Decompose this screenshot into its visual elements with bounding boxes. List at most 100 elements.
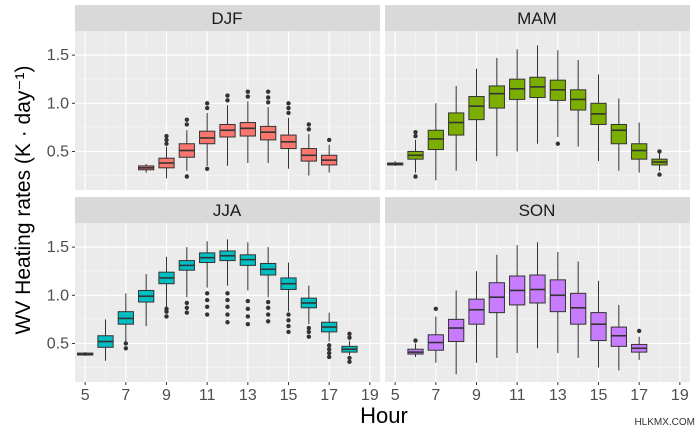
strip-jja <box>75 197 380 223</box>
outlier-point <box>184 174 190 179</box>
strip-label-jja: JJA <box>213 201 242 220</box>
box-iqr <box>239 122 256 137</box>
outlier-point <box>306 122 312 127</box>
box-djf-hour-12 <box>219 93 236 166</box>
outlier-point <box>326 343 332 348</box>
box-jja-hour-10 <box>178 247 195 315</box>
box-djf-hour-15 <box>280 101 297 169</box>
box-son-hour-9 <box>468 271 485 363</box>
box-son-hour-12 <box>529 242 546 349</box>
box-mam-hour-6 <box>407 129 424 179</box>
x-tick-label: 19 <box>361 387 379 404</box>
outlier-point <box>225 320 230 325</box>
outlier-point <box>347 331 352 337</box>
outlier-point <box>184 310 190 315</box>
x-tick-label: 9 <box>162 387 171 404</box>
box-djf-hour-11 <box>199 101 216 171</box>
box-iqr <box>590 312 607 342</box>
y-axis-title: WV Heating rates (K · day⁻¹) <box>12 66 35 335</box>
box-jja-hour-17 <box>321 312 338 360</box>
outlier-point <box>225 291 230 296</box>
outlier-point <box>204 101 210 106</box>
outlier-point <box>286 323 291 329</box>
box-iqr <box>488 85 505 109</box>
outlier-point <box>265 319 271 324</box>
box-jja-hour-16 <box>300 285 317 339</box>
outlier-point <box>326 137 332 143</box>
outlier-point <box>306 325 312 331</box>
outlier-point <box>326 350 332 356</box>
outlier-point <box>306 334 312 339</box>
boxes-jja <box>77 239 358 364</box>
outlier-point <box>265 89 271 94</box>
box-iqr <box>570 292 587 325</box>
outlier-point <box>286 318 291 323</box>
panel-son: SON <box>385 197 690 382</box>
outlier-point <box>306 127 312 132</box>
outlier-point <box>245 314 251 319</box>
outlier-point <box>265 95 271 100</box>
box-mam-hour-15 <box>590 74 607 162</box>
panel-jja: JJA <box>75 197 380 382</box>
box-son-hour-14 <box>570 261 587 358</box>
box-iqr <box>427 129 444 151</box>
box-mam-hour-12 <box>529 45 546 144</box>
box-jja-hour-9 <box>158 256 175 319</box>
outlier-point <box>204 291 210 296</box>
outlier-point <box>347 359 352 364</box>
strip-label-son: SON <box>519 201 556 220</box>
outlier-point <box>164 314 169 319</box>
outlier-point <box>225 304 230 310</box>
outlier-point <box>286 329 291 335</box>
boxes-mam <box>387 45 668 181</box>
box-iqr <box>448 318 465 343</box>
box-mam-hour-8 <box>448 85 465 171</box>
outlier-point <box>225 93 230 98</box>
box-mam-hour-5 <box>387 161 404 166</box>
outlier-point <box>286 110 291 116</box>
watermark: HLKMX.COM <box>634 417 695 428</box>
box-son-hour-17 <box>631 328 648 360</box>
box-mam-hour-18 <box>651 149 668 177</box>
strip-son <box>385 197 690 223</box>
box-mam-hour-16 <box>610 98 627 171</box>
outlier-point <box>164 306 169 311</box>
box-iqr <box>260 125 277 141</box>
x-tick-label: 5 <box>391 387 400 404</box>
x-tick-label: 19 <box>671 387 689 404</box>
x-tick-label: 13 <box>239 387 257 404</box>
outlier-point <box>347 335 352 340</box>
box-son-hour-10 <box>488 254 505 358</box>
outlier-point <box>225 297 230 303</box>
outlier-point <box>184 305 190 310</box>
box-iqr <box>448 112 465 136</box>
outlier-point <box>204 304 210 310</box>
box-jja-hour-5 <box>77 352 94 356</box>
box-iqr <box>610 326 627 347</box>
box-jja-hour-18 <box>341 331 358 364</box>
y-tick-label: 1.5 <box>47 47 69 64</box>
strip-label-djf: DJF <box>211 9 242 28</box>
outlier-point <box>245 298 251 304</box>
boxes-djf <box>138 89 338 179</box>
y-tick-label: 0.5 <box>47 335 69 352</box>
box-jja-hour-12 <box>219 239 236 325</box>
box-djf-hour-13 <box>239 89 256 164</box>
box-iqr <box>610 123 627 145</box>
box-jja-hour-11 <box>199 241 216 317</box>
outlier-point <box>245 89 251 94</box>
box-son-hour-11 <box>509 245 526 354</box>
box-jja-hour-8 <box>138 274 155 327</box>
strip-djf <box>75 5 380 31</box>
outlier-point <box>245 94 251 99</box>
outlier-point <box>636 328 642 334</box>
outlier-point <box>657 172 662 177</box>
x-tick-label: 11 <box>509 387 526 404</box>
box-jja-hour-14 <box>260 247 277 324</box>
outlier-point <box>265 100 271 105</box>
box-mam-hour-7 <box>427 103 444 181</box>
box-son-hour-6 <box>407 338 424 357</box>
x-tick-label: 17 <box>320 387 338 404</box>
box-son-hour-7 <box>427 306 444 363</box>
